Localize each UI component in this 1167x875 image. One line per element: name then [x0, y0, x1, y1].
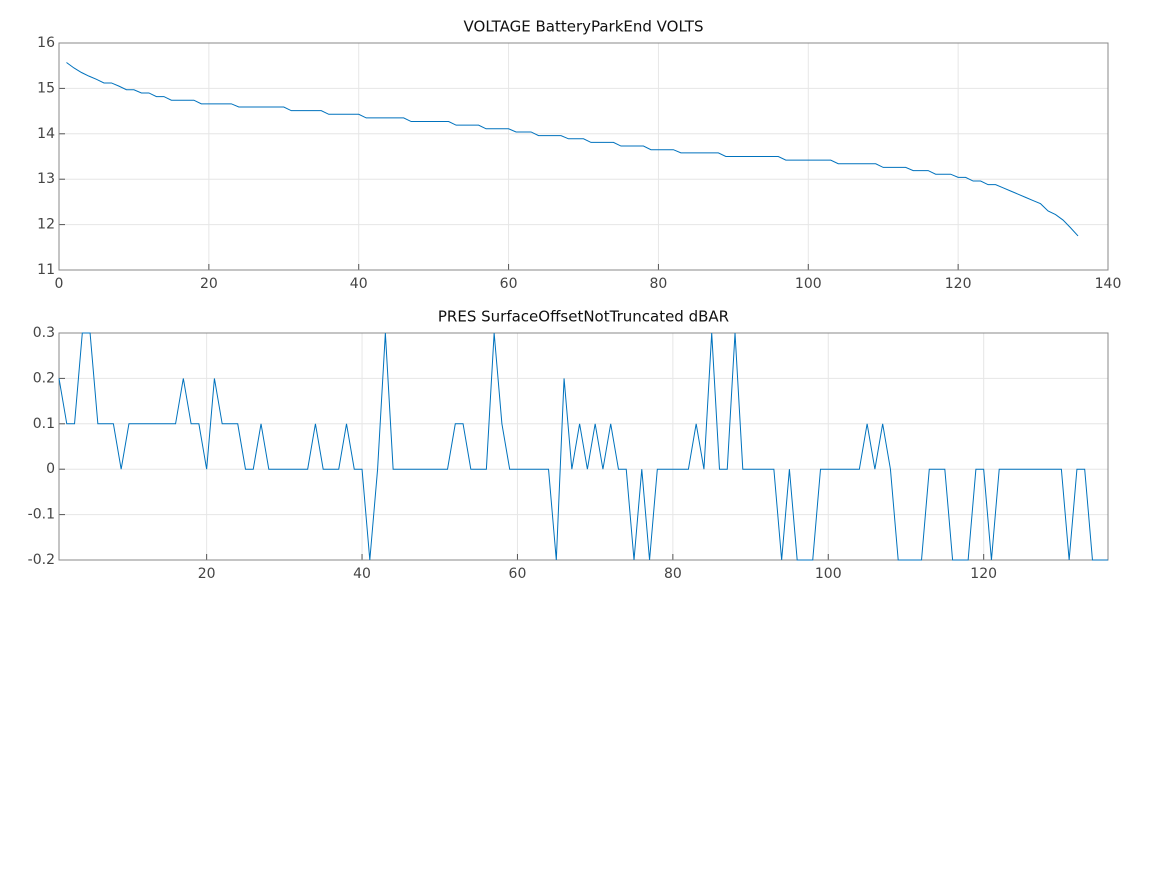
- data-line: [66, 62, 1079, 237]
- x-tick-label: 120: [970, 566, 997, 582]
- y-tick-label: 0.2: [33, 370, 55, 386]
- y-tick-label: 12: [37, 217, 55, 233]
- x-tick-label: 120: [945, 276, 972, 292]
- x-tick-label: 140: [1095, 276, 1122, 292]
- y-tick-label: -0.2: [28, 552, 55, 568]
- chart-title: VOLTAGE BatteryParkEnd VOLTS: [464, 18, 704, 36]
- x-tick-label: 100: [815, 566, 842, 582]
- x-tick-label: 40: [350, 276, 368, 292]
- x-tick-label: 20: [198, 566, 216, 582]
- x-tick-label: 100: [795, 276, 822, 292]
- plot-frame: [58, 42, 1109, 271]
- y-tick-label: 16: [37, 35, 55, 51]
- y-tick-label: 0: [46, 461, 55, 477]
- x-tick-label: 40: [353, 566, 371, 582]
- y-tick-label: -0.1: [28, 507, 55, 523]
- x-tick-label: 20: [200, 276, 218, 292]
- plot-frame: [58, 332, 1109, 561]
- y-tick-label: 0.1: [33, 416, 55, 432]
- y-tick-label: 11: [37, 262, 55, 278]
- x-tick-label: 0: [55, 276, 64, 292]
- y-tick-label: 15: [37, 80, 55, 96]
- chart-title: PRES SurfaceOffsetNotTruncated dBAR: [438, 308, 729, 326]
- y-tick-label: 0.3: [33, 325, 55, 341]
- y-tick-label: 14: [37, 126, 55, 142]
- x-tick-label: 60: [500, 276, 518, 292]
- x-tick-label: 60: [509, 566, 527, 582]
- x-tick-label: 80: [650, 276, 668, 292]
- data-line: [58, 332, 1108, 561]
- x-tick-label: 80: [664, 566, 682, 582]
- y-tick-label: 13: [37, 171, 55, 187]
